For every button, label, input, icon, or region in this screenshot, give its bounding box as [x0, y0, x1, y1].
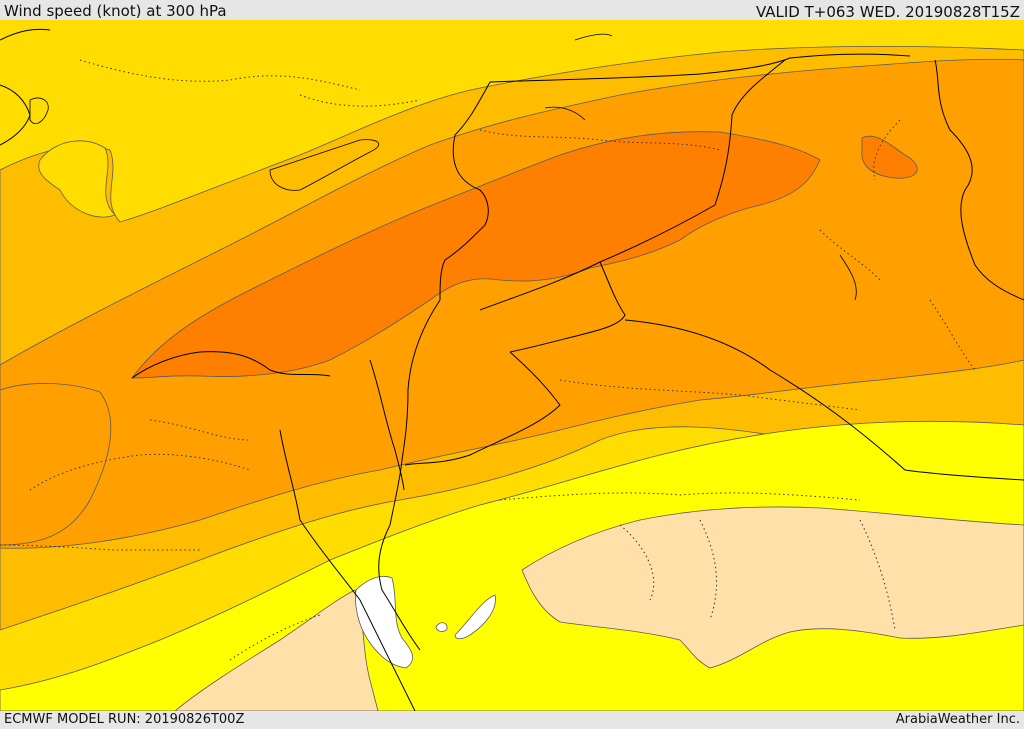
admin-lines	[0, 59, 976, 661]
map-footer: ECMWF MODEL RUN: 20190826T00Z ArabiaWeat…	[0, 711, 1024, 729]
model-run: ECMWF MODEL RUN: 20190826T00Z	[4, 712, 245, 727]
band-80	[131, 131, 821, 379]
band-20-pocket	[355, 575, 414, 669]
credit: ArabiaWeather Inc.	[895, 712, 1020, 727]
map-title: Wind speed (knot) at 300 hPa	[4, 2, 227, 20]
band-30-west	[174, 589, 379, 711]
map-header: Wind speed (knot) at 300 hPa VALID T+063…	[0, 0, 1024, 21]
map-area	[0, 20, 1024, 711]
white-spot-1	[454, 594, 496, 640]
wind-speed-map	[0, 20, 1024, 711]
coast-details	[29, 33, 857, 301]
band-50-pocket	[38, 140, 116, 218]
band-80-east	[861, 135, 918, 179]
valid-time: VALID T+063 WED. 20190828T15Z	[755, 3, 1020, 21]
borders	[0, 28, 1024, 711]
white-spot-2	[435, 622, 448, 632]
band-30-east	[521, 506, 1024, 669]
band-80-west	[0, 383, 112, 546]
